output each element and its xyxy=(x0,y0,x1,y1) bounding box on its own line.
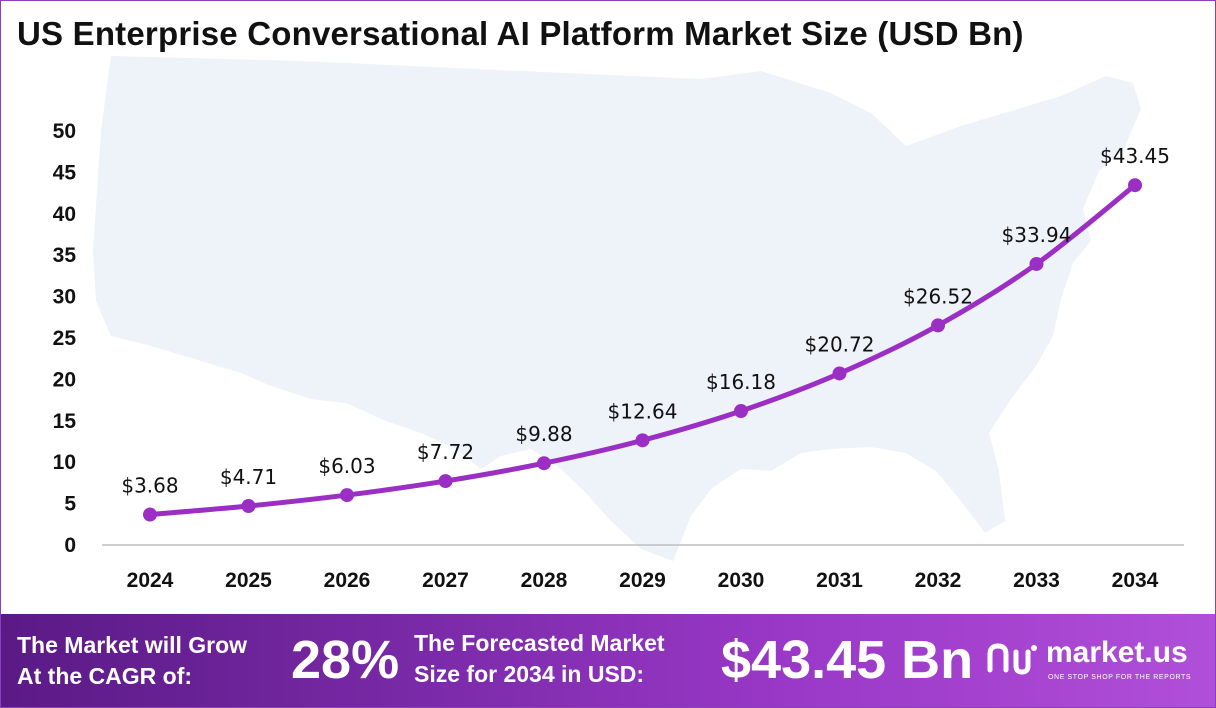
y-tick-label: 15 xyxy=(53,410,77,433)
data-point-marker xyxy=(832,366,847,381)
forecast-value: $43.45 Bn xyxy=(721,630,974,690)
data-point-marker xyxy=(537,456,551,471)
x-tick-label: 2031 xyxy=(816,569,863,592)
forecast-label: The Forecasted Market Size for 2034 in U… xyxy=(414,628,714,690)
brand-name: market.us xyxy=(1046,636,1188,669)
x-tick-label: 2034 xyxy=(1112,569,1159,592)
brand-tagline: ONE STOP SHOP FOR THE REPORTS xyxy=(1048,674,1192,681)
y-tick-label: 10 xyxy=(53,451,76,474)
series-line xyxy=(147,182,1138,518)
y-tick-label: 50 xyxy=(53,120,76,143)
cagr-label-line1: The Market will Grow xyxy=(17,632,248,658)
data-point-marker xyxy=(734,404,748,419)
forecast-label-line1: The Forecasted Market xyxy=(414,630,665,656)
data-label: $6.03 xyxy=(318,454,375,478)
x-tick-label: 2027 xyxy=(422,569,469,592)
data-label: $16.18 xyxy=(706,370,776,394)
data-label: $20.72 xyxy=(805,332,875,356)
x-tick-label: 2026 xyxy=(324,569,371,592)
x-tick-label: 2025 xyxy=(225,569,272,592)
data-label: $7.72 xyxy=(417,440,474,464)
data-label: $33.94 xyxy=(1002,223,1072,247)
cagr-label: The Market will Grow At the CAGR of: xyxy=(17,630,287,692)
data-label: $26.52 xyxy=(903,284,973,308)
x-tick-label: 2024 xyxy=(127,569,174,592)
data-point-marker xyxy=(340,488,354,503)
x-tick-label: 2032 xyxy=(915,569,962,592)
data-point-marker xyxy=(931,318,945,333)
x-tick-label: 2029 xyxy=(619,569,666,592)
data-label: $3.68 xyxy=(121,474,178,498)
data-point-marker xyxy=(635,433,650,448)
y-tick-label: 35 xyxy=(53,244,77,267)
cagr-value: 28% xyxy=(291,630,400,690)
y-tick-label: 0 xyxy=(64,534,76,557)
market-us-logo-icon xyxy=(987,643,1037,675)
cagr-label-line2: At the CAGR of: xyxy=(17,663,193,689)
data-point-marker xyxy=(143,507,157,522)
x-tick-label: 2028 xyxy=(521,569,568,592)
chart-title: US Enterprise Conversational AI Platform… xyxy=(17,15,1024,52)
us-map-background xyxy=(93,56,1141,561)
x-tick-label: 2030 xyxy=(718,569,765,592)
data-point-marker xyxy=(438,474,453,489)
data-point-marker xyxy=(1128,178,1142,193)
y-tick-label: 20 xyxy=(53,368,76,391)
x-tick-label: 2033 xyxy=(1013,569,1060,592)
data-label: $12.64 xyxy=(608,399,678,423)
data-point-marker xyxy=(1029,256,1044,271)
summary-banner: The Market will Grow At the CAGR of: 28%… xyxy=(1,614,1215,707)
data-point-marker xyxy=(241,499,256,514)
y-tick-label: 30 xyxy=(53,286,76,309)
y-tick-label: 40 xyxy=(53,203,76,226)
data-label: $4.71 xyxy=(220,465,277,489)
y-tick-label: 45 xyxy=(53,161,77,184)
y-tick-label: 25 xyxy=(53,327,77,350)
y-tick-label: 5 xyxy=(64,493,76,516)
forecast-label-line2: Size for 2034 in USD: xyxy=(414,661,645,687)
data-label: $9.88 xyxy=(515,422,572,446)
data-label: $43.45 xyxy=(1100,144,1170,168)
brand-logo: market.us ONE STOP SHOP FOR THE REPORTS xyxy=(986,636,1211,696)
